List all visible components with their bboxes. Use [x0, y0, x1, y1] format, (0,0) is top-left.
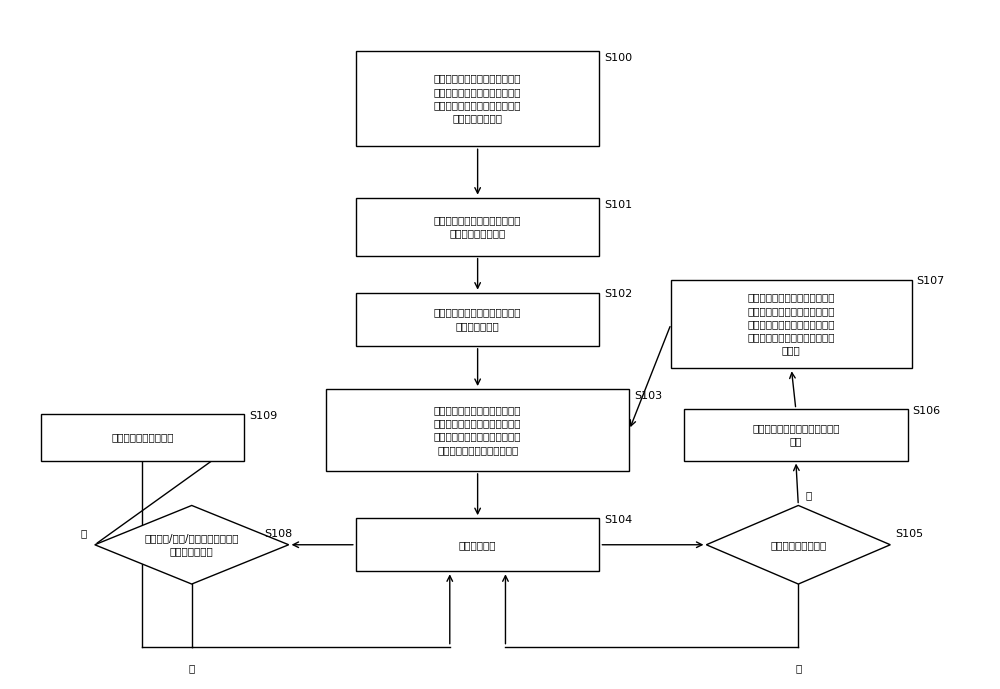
Text: 更新直方图特征模板库: 更新直方图特征模板库 — [111, 433, 174, 442]
Text: S101: S101 — [604, 200, 633, 210]
FancyBboxPatch shape — [684, 409, 908, 461]
Text: S109: S109 — [249, 411, 278, 421]
Text: S104: S104 — [604, 515, 633, 525]
FancyBboxPatch shape — [356, 293, 599, 346]
Text: S108: S108 — [264, 529, 292, 539]
FancyBboxPatch shape — [356, 50, 599, 146]
Text: 监控用户操作: 监控用户操作 — [459, 539, 496, 550]
Text: 否: 否 — [189, 664, 195, 674]
FancyBboxPatch shape — [356, 198, 599, 256]
Text: 是否新增/修改/删除了直方图特征
模板或映射函数: 是否新增/修改/删除了直方图特征 模板或映射函数 — [144, 533, 239, 556]
Text: S106: S106 — [913, 407, 941, 416]
Text: 是: 是 — [81, 528, 87, 538]
Text: 创建直方图特征模板库，每个直
方图特征模板设置若干个映射函
数和一个默认映射函数，初始化
设置默认映射函数: 创建直方图特征模板库，每个直 方图特征模板设置若干个映射函 数和一个默认映射函数… — [434, 74, 521, 123]
Text: 是否选取了映射函数: 是否选取了映射函数 — [770, 539, 826, 550]
Text: S102: S102 — [604, 289, 633, 300]
FancyBboxPatch shape — [41, 414, 244, 461]
Text: S105: S105 — [895, 529, 923, 539]
FancyBboxPatch shape — [326, 389, 629, 471]
Text: 否: 否 — [795, 664, 801, 674]
Text: 是: 是 — [805, 490, 812, 500]
Text: S103: S103 — [634, 391, 662, 401]
Polygon shape — [706, 506, 890, 584]
Text: 查找匹配直方图特征模板的默认
映射函数，使用该映射函数进行
三维重建，对匹配直方图特征模
板的映射函数进行排序供选择: 查找匹配直方图特征模板的默认 映射函数，使用该映射函数进行 三维重建，对匹配直方… — [434, 405, 521, 455]
Text: 根据选择的映射函数，进行三维
重建: 根据选择的映射函数，进行三维 重建 — [752, 424, 840, 446]
Text: 获取用户输入的医学图像新序列
，计算其直方图特征: 获取用户输入的医学图像新序列 ，计算其直方图特征 — [434, 215, 521, 238]
FancyBboxPatch shape — [671, 280, 912, 369]
Polygon shape — [95, 506, 289, 584]
Text: S100: S100 — [604, 53, 633, 63]
Text: 更新该匹配直方图特征模板中映
射函数的使用频率，更新排序结
果，设置使用频率最高的映射函
数为该直方图特征模板的默认映
射函数: 更新该匹配直方图特征模板中映 射函数的使用频率，更新排序结 果，设置使用频率最高… — [748, 293, 835, 356]
Text: 直方图特征匹配，寻找到匹配的
直方图特征模板: 直方图特征匹配，寻找到匹配的 直方图特征模板 — [434, 307, 521, 331]
FancyBboxPatch shape — [356, 518, 599, 571]
Text: S107: S107 — [917, 276, 945, 287]
